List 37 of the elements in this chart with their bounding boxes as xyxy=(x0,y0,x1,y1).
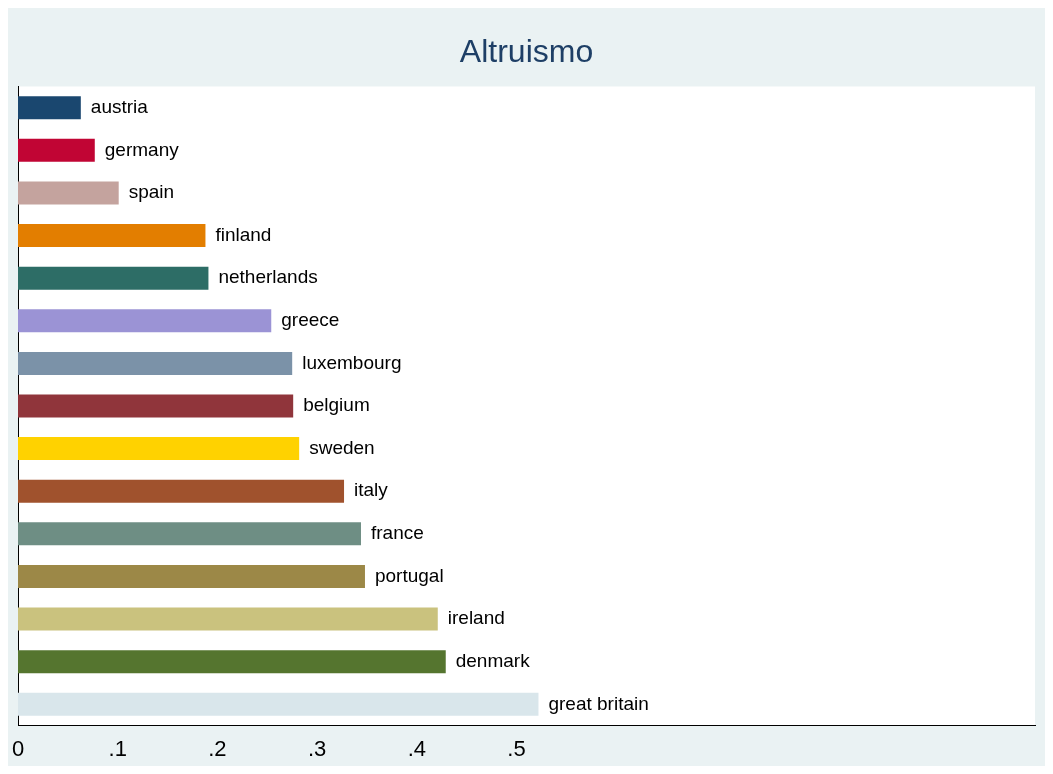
bar xyxy=(18,479,345,503)
y-tick-label: great britain xyxy=(548,692,649,714)
bar xyxy=(18,351,293,375)
y-tick-label: ireland xyxy=(447,607,505,629)
bar xyxy=(18,692,539,716)
y-tick-label: portugal xyxy=(374,564,444,586)
chart-title: Altruismo xyxy=(459,33,594,70)
bar xyxy=(18,394,294,418)
bar xyxy=(18,138,95,162)
y-tick-label: belgium xyxy=(303,394,370,416)
x-tick-label: .3 xyxy=(307,735,327,761)
y-tick-label: spain xyxy=(128,181,175,203)
y-tick-label: luxembourg xyxy=(302,351,402,373)
y-tick-label: austria xyxy=(90,95,149,117)
y-tick-label: finland xyxy=(215,223,272,245)
y-tick-label: greece xyxy=(281,309,340,331)
x-tick-label: .2 xyxy=(208,735,227,761)
x-tick-label: .1 xyxy=(108,735,127,761)
y-tick-label: netherlands xyxy=(218,266,318,288)
x-tick-label: .5 xyxy=(507,735,526,761)
y-tick-label: sweden xyxy=(309,436,375,458)
y-tick-label: italy xyxy=(354,479,389,501)
bar xyxy=(18,437,300,461)
bar xyxy=(18,96,81,120)
x-tick-label: 0 xyxy=(11,735,25,761)
bar xyxy=(18,224,206,248)
bar xyxy=(18,522,361,546)
y-tick-label: france xyxy=(370,522,424,544)
y-tick-label: denmark xyxy=(455,649,531,671)
bar xyxy=(18,564,365,588)
bar xyxy=(18,181,119,205)
bar xyxy=(18,650,446,674)
bar xyxy=(18,607,438,631)
bar xyxy=(18,266,209,290)
y-tick-label: germany xyxy=(104,138,180,160)
x-tick-label: .4 xyxy=(407,735,426,761)
bar xyxy=(18,309,272,333)
